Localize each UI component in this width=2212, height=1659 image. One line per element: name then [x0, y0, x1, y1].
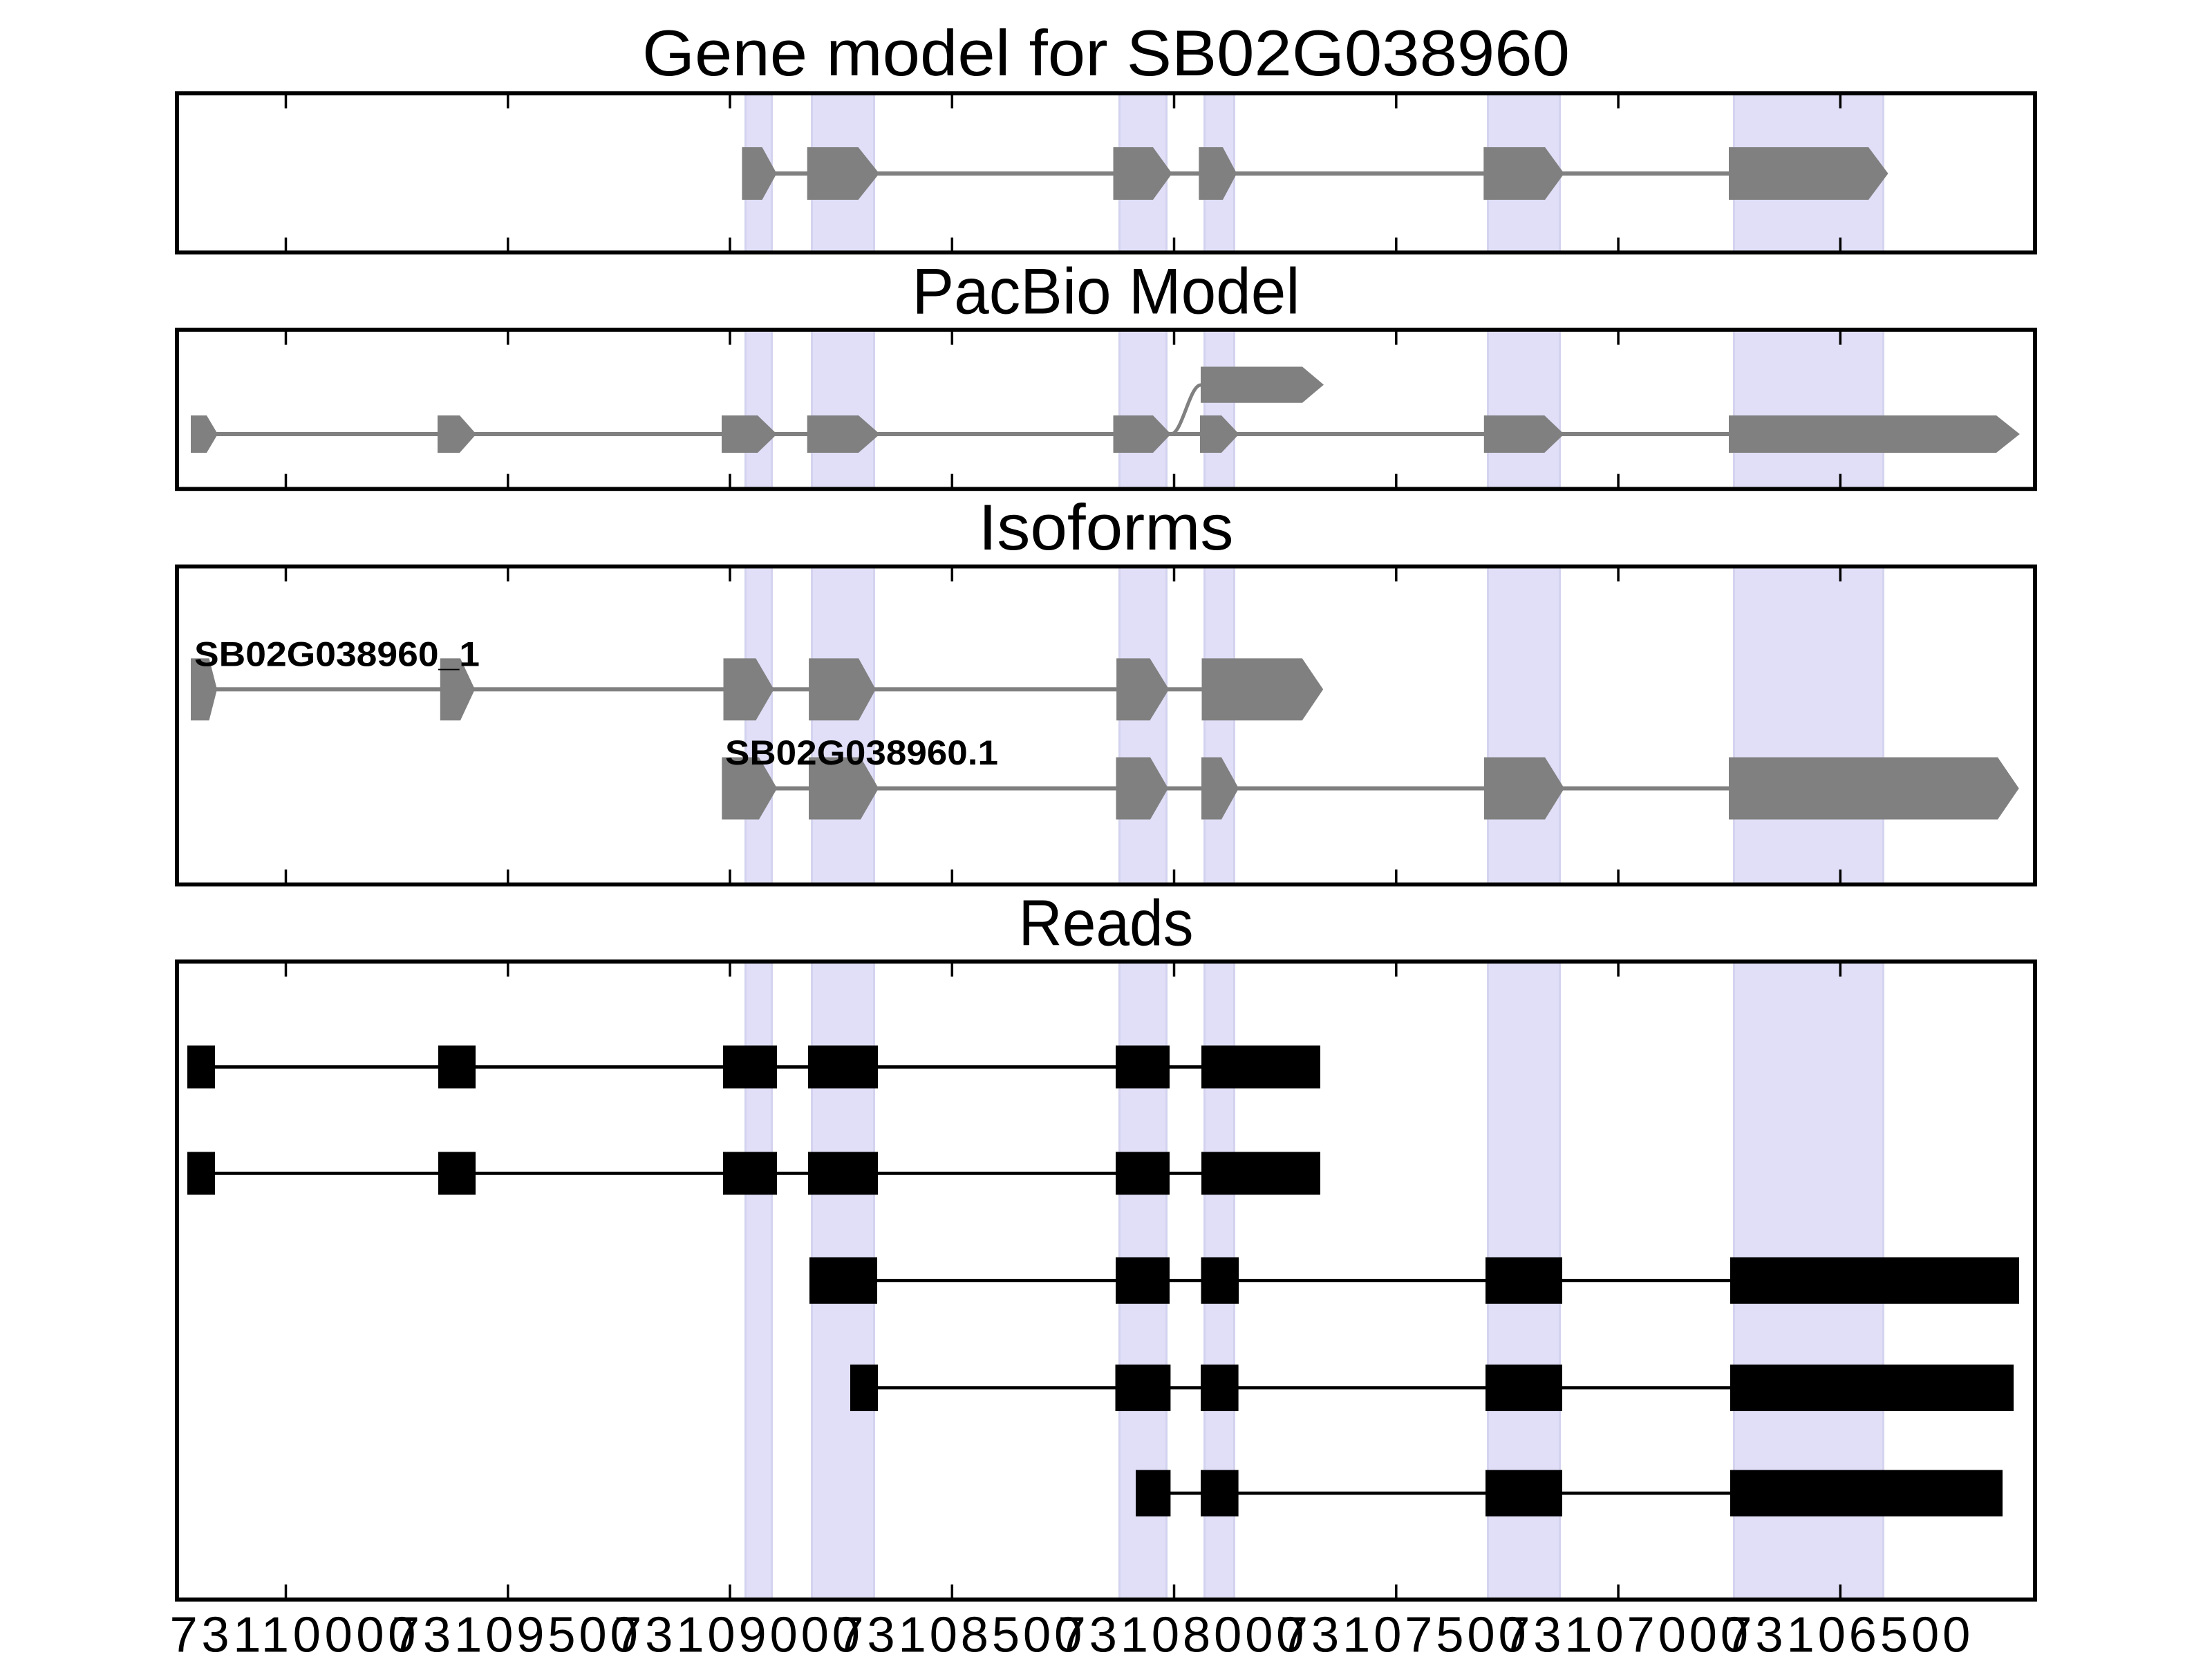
svg-text:Isoforms: Isoforms: [979, 491, 1234, 563]
svg-text:PacBio Model: PacBio Model: [912, 255, 1300, 328]
svg-text:73110000: 73110000: [170, 1607, 416, 1659]
svg-text:SB02G038960_1: SB02G038960_1: [194, 635, 480, 674]
svg-text:Reads: Reads: [1019, 887, 1194, 959]
svg-text:SB02G038960.1: SB02G038960.1: [725, 733, 998, 772]
svg-text:Gene model for SB02G038960: Gene model for SB02G038960: [642, 17, 1570, 89]
